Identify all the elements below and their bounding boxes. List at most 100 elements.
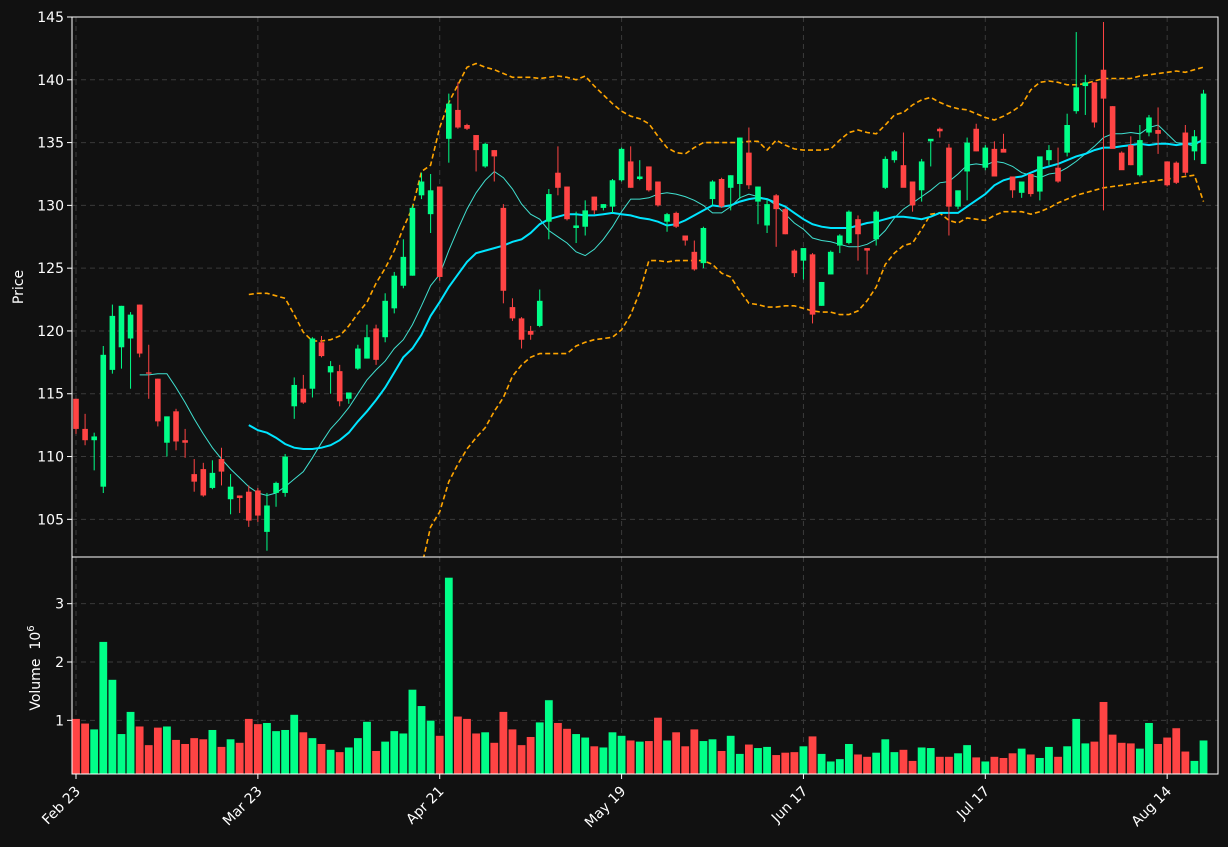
volume-bar (317, 743, 327, 775)
candle-body (291, 384, 298, 407)
candle (345, 392, 352, 404)
volume-bar (708, 738, 718, 775)
candles (73, 22, 1207, 551)
candle-body (155, 378, 161, 422)
volume-panel: 1 2 3 Volume106 (26, 556, 1219, 775)
candle (255, 487, 261, 522)
volume-bar (116, 733, 126, 775)
candle-body (100, 354, 107, 487)
candle-body (482, 143, 488, 167)
volume-bar (780, 752, 790, 775)
volume-bar (107, 679, 117, 775)
candle-body (118, 305, 125, 348)
volume-bar (1035, 757, 1045, 775)
volume-bar (826, 760, 836, 775)
candle (364, 324, 370, 359)
volume-bar (280, 729, 290, 775)
candle-body (318, 342, 325, 357)
candle (536, 289, 543, 328)
candle-body (937, 128, 943, 132)
candle (427, 173, 434, 233)
volume-bar (426, 720, 436, 775)
candle-body (946, 147, 952, 207)
candle-body (309, 338, 316, 389)
candle-body (973, 128, 980, 152)
volume-bar (644, 740, 654, 775)
candle-body (718, 179, 725, 207)
candle-body (664, 214, 670, 222)
volume-tick-label: 3 (55, 597, 64, 613)
candle-body (1200, 93, 1207, 164)
candle-body (918, 161, 925, 191)
candle-body (409, 207, 416, 276)
candle (646, 166, 652, 192)
volume-axis-label: Volume106 (26, 625, 44, 710)
volume-bar (526, 736, 536, 775)
candle-body (673, 212, 679, 227)
candle (618, 147, 625, 182)
price-tick-label: 110 (37, 450, 64, 466)
candle-body (446, 103, 452, 139)
volume-bar (271, 730, 281, 775)
volume-bar (553, 722, 563, 775)
candle-body (336, 371, 343, 402)
candle (582, 200, 589, 236)
candle-body (1155, 130, 1161, 134)
volume-bar (635, 741, 645, 775)
candle-body (900, 165, 907, 188)
volume-bar (198, 738, 208, 775)
candle (1009, 176, 1016, 198)
volume-bar (953, 752, 963, 775)
volume-bar (917, 746, 927, 775)
volume-bar (1008, 752, 1018, 775)
candle (627, 146, 634, 188)
candle-body (591, 196, 598, 211)
candle (1100, 22, 1107, 211)
candle-body (964, 142, 970, 172)
candle (1037, 156, 1043, 201)
candle-body (600, 204, 607, 208)
price-tick-label: 140 (37, 73, 64, 89)
candle-body (364, 337, 370, 359)
candle (309, 337, 316, 398)
price-y-ticks: 105 110 115 120 125 130 135 140 145 (37, 10, 72, 528)
candle (1018, 181, 1025, 198)
candle-body (627, 161, 634, 188)
candle (709, 180, 716, 206)
bollinger-lower-line (422, 174, 1205, 557)
price-tick-label: 120 (37, 324, 64, 340)
candle (1191, 130, 1198, 161)
candle (1091, 82, 1098, 128)
candle-body (1073, 87, 1080, 112)
candle-body (727, 175, 734, 188)
volume-bar (407, 689, 417, 775)
candle-body (1191, 136, 1198, 152)
candle-body (955, 190, 961, 207)
candle-body (1164, 161, 1170, 186)
candle (491, 150, 498, 182)
candle (882, 156, 889, 190)
volume-bar (817, 753, 827, 775)
candle (873, 210, 879, 246)
candle (1155, 107, 1161, 154)
candle-body (236, 495, 243, 498)
candle (973, 123, 980, 152)
volume-bar (1089, 741, 1099, 775)
candle-body (273, 482, 279, 493)
candle (791, 249, 798, 277)
candle (1146, 114, 1152, 137)
candle (800, 248, 807, 280)
candle (782, 207, 789, 235)
candle (409, 205, 416, 276)
candle-body (145, 372, 152, 374)
candle (527, 325, 534, 340)
candle-body (200, 469, 207, 496)
volume-bar (253, 723, 263, 775)
price-tick-label: 115 (37, 387, 64, 403)
volume-bar (798, 745, 808, 775)
candle (636, 160, 643, 181)
moving-averages (139, 124, 1204, 497)
volume-bar (1017, 748, 1027, 775)
candle-body (636, 176, 643, 179)
